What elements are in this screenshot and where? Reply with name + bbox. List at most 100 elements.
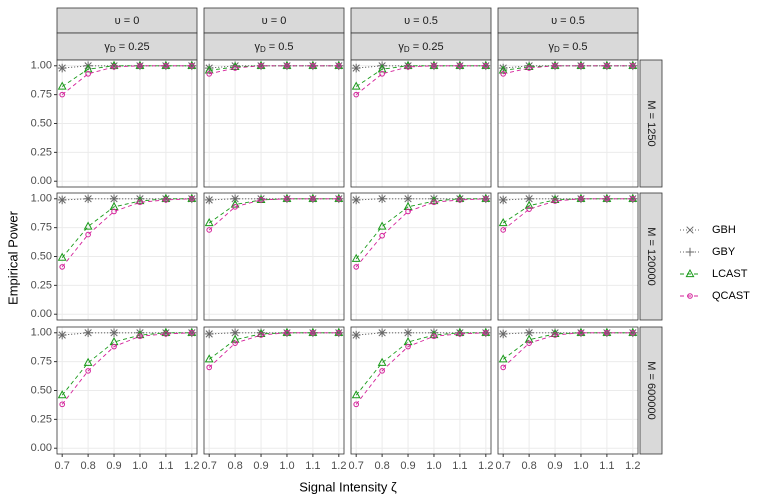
marker — [498, 63, 508, 73]
series-line — [502, 198, 633, 224]
strip-background — [203, 32, 345, 61]
marker — [57, 252, 67, 261]
series-line — [502, 332, 633, 368]
strip-label: υ = 0 — [115, 15, 140, 27]
marker — [377, 328, 387, 338]
marker — [163, 62, 169, 69]
strip-background — [497, 7, 639, 34]
marker — [258, 62, 264, 69]
strip-background — [639, 326, 663, 455]
marker — [405, 208, 411, 215]
marker-stroke — [686, 226, 694, 234]
marker — [111, 208, 117, 215]
panel-border — [203, 192, 345, 321]
strip-label: M = 1250 — [645, 100, 657, 146]
series-line — [356, 332, 486, 336]
marker — [526, 206, 532, 212]
y-tick-label: 0.00 — [31, 175, 52, 187]
marker — [377, 357, 387, 366]
marker — [604, 62, 610, 69]
y-tick-label: 0.75 — [31, 356, 52, 368]
marker — [137, 333, 143, 340]
marker — [310, 329, 316, 336]
x-axis-title: Signal Intensity ζ — [299, 479, 397, 494]
marker — [578, 195, 584, 202]
marker — [351, 330, 361, 340]
x-tick-label: 1.0 — [426, 460, 441, 472]
marker — [284, 62, 290, 69]
marker — [578, 329, 584, 336]
marker — [232, 204, 238, 210]
panel-border — [56, 59, 198, 188]
marker — [431, 333, 437, 340]
strip-label: γD = 0.25 — [104, 41, 149, 54]
x-tick-label: 0.9 — [106, 460, 121, 472]
marker — [189, 62, 195, 69]
marker — [336, 195, 342, 202]
marker — [163, 197, 169, 203]
marker — [57, 390, 67, 399]
x-tick-label: 0.9 — [253, 460, 268, 472]
strip-value: = 0.25 — [410, 41, 444, 53]
marker — [498, 195, 508, 205]
marker — [351, 390, 361, 399]
series-line — [208, 198, 339, 231]
marker — [403, 194, 413, 204]
marker — [232, 340, 238, 346]
marker — [351, 195, 361, 205]
x-tick-label: 0.7 — [202, 460, 217, 472]
marker — [687, 293, 693, 299]
y-tick-label: 0.75 — [31, 89, 52, 101]
marker — [135, 194, 145, 204]
marker — [310, 62, 316, 69]
marker — [310, 195, 316, 202]
x-tick-label: 0.8 — [521, 460, 536, 472]
strip-background — [203, 7, 345, 34]
marker — [59, 264, 65, 270]
marker — [109, 194, 119, 204]
marker — [204, 329, 214, 339]
y-tick-label: 0.25 — [31, 413, 52, 425]
strip-label: υ = 0.5 — [404, 15, 438, 27]
marker — [336, 329, 342, 336]
marker — [57, 81, 67, 90]
strip-label: υ = 0 — [262, 15, 287, 27]
series-line — [355, 332, 486, 405]
x-tick-label: 0.7 — [55, 460, 70, 472]
marker — [83, 221, 93, 230]
marker — [526, 340, 532, 346]
panel-border — [203, 326, 345, 455]
marker — [457, 331, 463, 337]
legend-label: GBH — [712, 224, 736, 236]
marker — [431, 199, 437, 206]
marker — [137, 199, 143, 206]
marker — [552, 198, 558, 204]
series-line — [61, 65, 192, 87]
x-tick-label: 1.1 — [158, 460, 173, 472]
marker — [135, 328, 145, 338]
strip-value: = 0.25 — [116, 41, 150, 53]
marker — [83, 194, 93, 204]
marker — [526, 65, 532, 71]
y-tick-label: 1.00 — [31, 60, 52, 72]
strip-symbol: γ — [254, 41, 260, 53]
x-tick-label: 0.8 — [374, 460, 389, 472]
y-tick-label: 0.00 — [31, 442, 52, 454]
x-tick-label: 1.2 — [331, 460, 346, 472]
marker — [204, 217, 214, 227]
x-tick-label: 0.9 — [547, 460, 562, 472]
marker — [483, 195, 489, 202]
strip-label: υ = 0.5 — [551, 15, 585, 27]
marker — [403, 328, 413, 338]
marker — [457, 197, 463, 203]
panel-border — [350, 192, 492, 321]
marker — [604, 329, 610, 336]
marker — [685, 247, 695, 257]
strip-label: M = 120000 — [645, 227, 657, 285]
marker — [686, 226, 694, 234]
strip-symbol: γ — [398, 41, 404, 53]
strip-subscript: D — [110, 45, 116, 54]
marker — [604, 195, 610, 202]
strip-background — [56, 7, 198, 34]
